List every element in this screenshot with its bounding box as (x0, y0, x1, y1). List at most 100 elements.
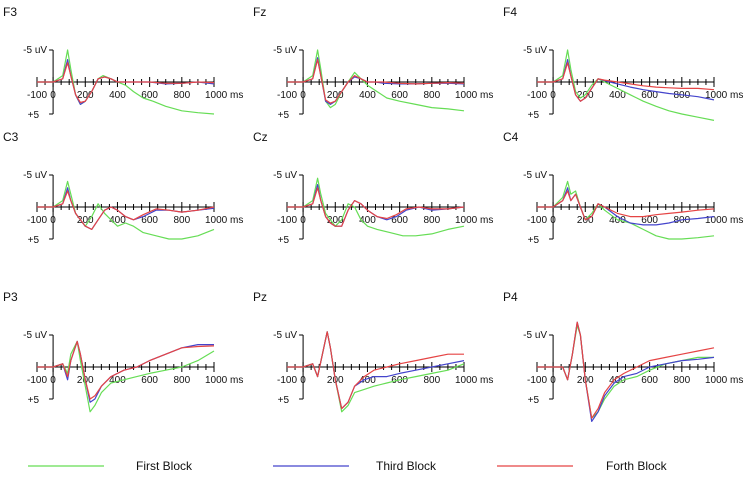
panel-p4-y-tick-label-neg: -5 uV (523, 330, 547, 341)
panel-p3-title: P3 (3, 290, 18, 304)
panel-cz: Cz -5 uV +5 -100 0 200 400 600 800 1000 ms (253, 130, 493, 246)
legend-label-forth-block: Forth Block (606, 459, 668, 473)
panel-p3-y-tick-label-pos: +5 (28, 395, 40, 406)
panel-fz-x-tick-label: 600 (391, 90, 408, 101)
panel-c3-x-tick-label: 400 (109, 215, 126, 226)
panel-c3-x-tick-label: 200 (77, 215, 94, 226)
panel-c4-series-first-block (537, 180, 715, 240)
panel-fz-y-tick-label-pos: +5 (278, 110, 290, 121)
panel-p3-x-tick-label: 800 (173, 375, 190, 386)
panel-pz-x-tick-label: 0 (300, 375, 306, 386)
panel-p3-series-third-block (37, 340, 214, 403)
panel-p4-series-third-block (537, 321, 715, 422)
panel-p4-y-tick-label-pos: +5 (528, 395, 540, 406)
panel-f3: F3 -5 uV +5 -100 0 200 400 600 800 1000 ms (3, 5, 243, 121)
panel-p4: P4-5 uV+5-100 0 200 400 600 800 1000 ms (503, 290, 743, 422)
panel-p4-x-tick-label: 800 (673, 375, 690, 386)
panel-fz-x-tick-label: 800 (423, 90, 440, 101)
panel-f4-series-forth-block (537, 62, 715, 102)
panel-c3-x-tick-label: 0 (50, 215, 56, 226)
panel-pz: Pz-5 uV+5-100 0 200 400 600 800 1000 ms (253, 290, 493, 413)
panel-c3-x-tick-label: -100 (27, 215, 47, 226)
panel-c4: C4 -5 uV +5 -100 0 200 400 600 800 1000 ms (503, 130, 743, 246)
panel-c3-y-tick-label-pos: +5 (28, 235, 40, 246)
panel-p3-x-tick-label: 0 (50, 375, 56, 386)
panel-cz-series-forth-block (287, 187, 465, 227)
panel-p4-series-first-block (537, 324, 714, 419)
panel-p3-y-tick-label-neg: -5 uV (23, 330, 47, 341)
panel-cz-y-tick-label-neg: -5 uV (273, 170, 297, 181)
panel-f4-y-tick-label-neg: -5 uV (523, 45, 547, 56)
panel-f3-x-tick-label: 400 (109, 90, 126, 101)
panel-pz-y-tick-label-pos: +5 (278, 395, 290, 406)
legend-label-third-block: Third Block (376, 459, 437, 473)
panel-cz-x-tick-label: -100 (277, 215, 297, 226)
panel-fz-x-tick-label: 200 (327, 90, 344, 101)
panel-f3-x-tick-label: 0 (50, 90, 56, 101)
panel-f3-series-forth-block (37, 62, 215, 104)
panel-f4-y-tick-label-pos: +5 (528, 110, 540, 121)
panel-c4-series-forth-block (537, 190, 715, 221)
panel-c4-x-tick-label: 1000 ms (705, 215, 743, 226)
panel-c3-x-tick-label: 600 (141, 215, 158, 226)
panel-c4-x-tick-label: 0 (550, 215, 556, 226)
panel-p4-x-tick-label: 0 (550, 375, 556, 386)
panel-fz-series-first-block (287, 49, 465, 112)
panel-c4-title: C4 (503, 130, 519, 144)
panel-p4-x-tick-label: 1000 ms (705, 375, 743, 386)
panel-c3-series-first-block (37, 180, 215, 240)
panel-fz: Fz -5 uV +5 -100 0 200 400 600 800 1000 ms (253, 5, 493, 121)
panel-f4-x-tick-label: 600 (641, 90, 658, 101)
panel-f3-series-first-block (37, 49, 215, 115)
panel-f3-x-tick-label: 200 (77, 90, 94, 101)
panel-p4-x-tick-label: -100 (527, 375, 547, 386)
panel-f3-title: F3 (3, 5, 17, 19)
panel-cz-x-tick-label: 400 (359, 215, 376, 226)
panel-f3-y-tick-label-neg: -5 uV (23, 45, 47, 56)
panel-f4-x-tick-label: 200 (577, 90, 594, 101)
panel-f4-x-tick-label: -100 (527, 90, 547, 101)
panel-c4-x-tick-label: 200 (577, 215, 594, 226)
panel-pz-x-tick-label: 400 (359, 375, 376, 386)
panel-c3-title: C3 (3, 130, 19, 144)
panel-c4-x-tick-label: 600 (641, 215, 658, 226)
panel-pz-title: Pz (253, 290, 267, 304)
panel-f4-series-first-block (537, 49, 715, 121)
panel-f4-x-tick-label: 0 (550, 90, 556, 101)
panel-f3-x-tick-label: 800 (173, 90, 190, 101)
panel-c4-x-tick-label: 800 (673, 215, 690, 226)
panel-fz-series-forth-block (287, 59, 465, 104)
panel-cz-x-tick-label: 1000 ms (455, 215, 493, 226)
panel-c4-x-tick-label: -100 (527, 215, 547, 226)
panel-f4: F4 -5 uV +5 -100 0 200 400 600 800 1000 ms (503, 5, 743, 121)
panel-p4-x-tick-label: 600 (641, 375, 658, 386)
panel-pz-x-tick-label: 800 (423, 375, 440, 386)
panel-f4-x-tick-label: 1000 ms (705, 90, 743, 101)
panel-pz-x-tick-label: -100 (277, 375, 297, 386)
panel-cz-title: Cz (253, 130, 268, 144)
panel-pz-x-tick-label: 600 (391, 375, 408, 386)
panel-c3-x-tick-label: 1000 ms (205, 215, 243, 226)
legend: First Block Third Block Forth Block (28, 459, 668, 473)
panel-c4-y-tick-label-pos: +5 (528, 235, 540, 246)
panel-cz-y-tick-label-pos: +5 (278, 235, 290, 246)
panel-p4-series-forth-block (537, 321, 715, 419)
panel-fz-title: Fz (253, 5, 266, 19)
panel-fz-x-tick-label: -100 (277, 90, 297, 101)
panel-f3-x-tick-label: -100 (27, 90, 47, 101)
panel-p3-x-tick-label: 1000 ms (205, 375, 243, 386)
panel-f4-x-tick-label: 800 (673, 90, 690, 101)
panel-p4-title: P4 (503, 290, 518, 304)
panel-f4-title: F4 (503, 5, 517, 19)
panel-cz-x-tick-label: 600 (391, 215, 408, 226)
panel-p3-x-tick-label: -100 (27, 375, 47, 386)
panel-pz-y-tick-label-neg: -5 uV (273, 330, 297, 341)
panel-c4-y-tick-label-neg: -5 uV (523, 170, 547, 181)
panel-c3: C3 -5 uV +5 -100 0 200 400 600 800 1000 ms (3, 130, 243, 246)
panel-c3-y-tick-label-neg: -5 uV (23, 170, 47, 181)
panel-f3-x-tick-label: 1000 ms (205, 90, 243, 101)
panel-pz-series-first-block (287, 331, 465, 413)
panel-fz-y-tick-label-neg: -5 uV (273, 45, 297, 56)
